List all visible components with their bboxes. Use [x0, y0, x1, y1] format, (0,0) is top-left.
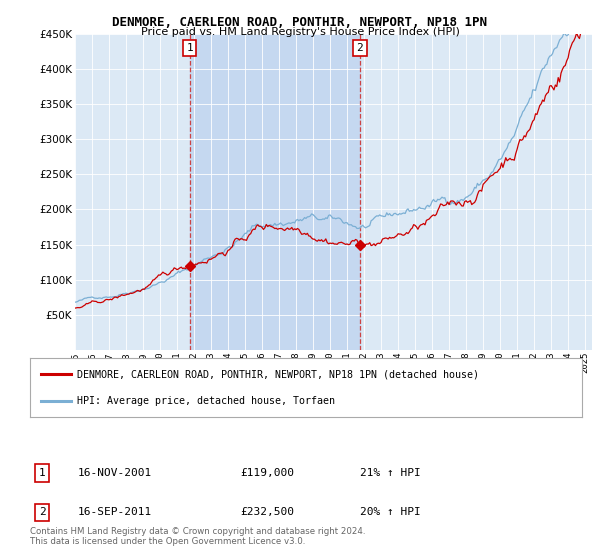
Text: Price paid vs. HM Land Registry's House Price Index (HPI): Price paid vs. HM Land Registry's House … [140, 27, 460, 37]
Text: Contains HM Land Registry data © Crown copyright and database right 2024.
This d: Contains HM Land Registry data © Crown c… [30, 526, 365, 546]
Bar [190, 34, 360, 350]
Text: 16-SEP-2011: 16-SEP-2011 [78, 507, 152, 517]
Text: 1: 1 [187, 43, 193, 53]
Text: £119,000: £119,000 [240, 468, 294, 478]
Text: HPI: Average price, detached house, Torfaen: HPI: Average price, detached house, Torf… [77, 396, 335, 407]
Text: 2: 2 [38, 507, 46, 517]
Text: 16-NOV-2001: 16-NOV-2001 [78, 468, 152, 478]
Text: 21% ↑ HPI: 21% ↑ HPI [360, 468, 421, 478]
Text: 2: 2 [356, 43, 363, 53]
Text: DENMORE, CAERLEON ROAD, PONTHIR, NEWPORT, NP18 1PN (detached house): DENMORE, CAERLEON ROAD, PONTHIR, NEWPORT… [77, 369, 479, 379]
Text: 20% ↑ HPI: 20% ↑ HPI [360, 507, 421, 517]
Text: DENMORE, CAERLEON ROAD, PONTHIR, NEWPORT, NP18 1PN: DENMORE, CAERLEON ROAD, PONTHIR, NEWPORT… [113, 16, 487, 29]
Text: £232,500: £232,500 [240, 507, 294, 517]
Text: 1: 1 [38, 468, 46, 478]
